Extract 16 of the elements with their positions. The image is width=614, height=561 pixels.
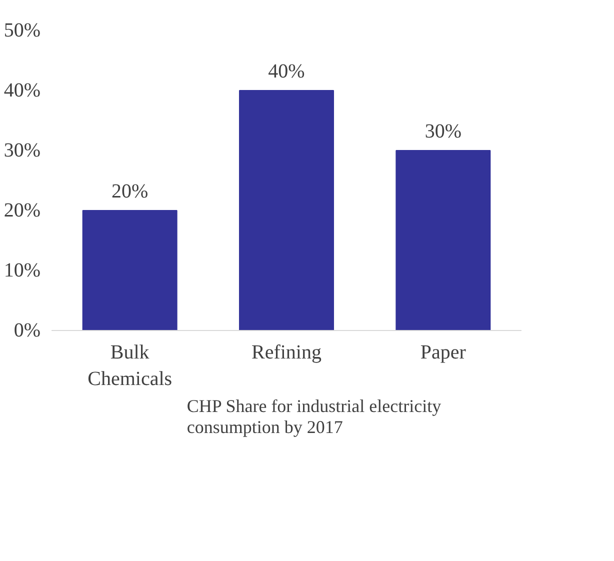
- x-tick-label: Paper: [420, 342, 466, 364]
- bar: [396, 150, 491, 330]
- data-label: 30%: [424, 120, 462, 142]
- y-tick-label: 10%: [4, 260, 41, 282]
- y-tick-label: 0%: [14, 320, 41, 342]
- text: CHP Share for industrial electricity consumption by 2017: [186, 396, 442, 438]
- x-tick-label: Bulk Chemicals: [88, 342, 172, 390]
- y-tick-label: 50%: [4, 20, 41, 42]
- x-tick-label: Refining: [252, 342, 322, 364]
- bar: [82, 210, 178, 330]
- bar: [239, 90, 334, 330]
- y-tick-label: 30%: [4, 140, 41, 162]
- data-label: 40%: [268, 60, 305, 82]
- y-tick-label: 40%: [4, 80, 41, 102]
- y-tick-label: 20%: [4, 200, 41, 222]
- data-label: 20%: [112, 180, 148, 202]
